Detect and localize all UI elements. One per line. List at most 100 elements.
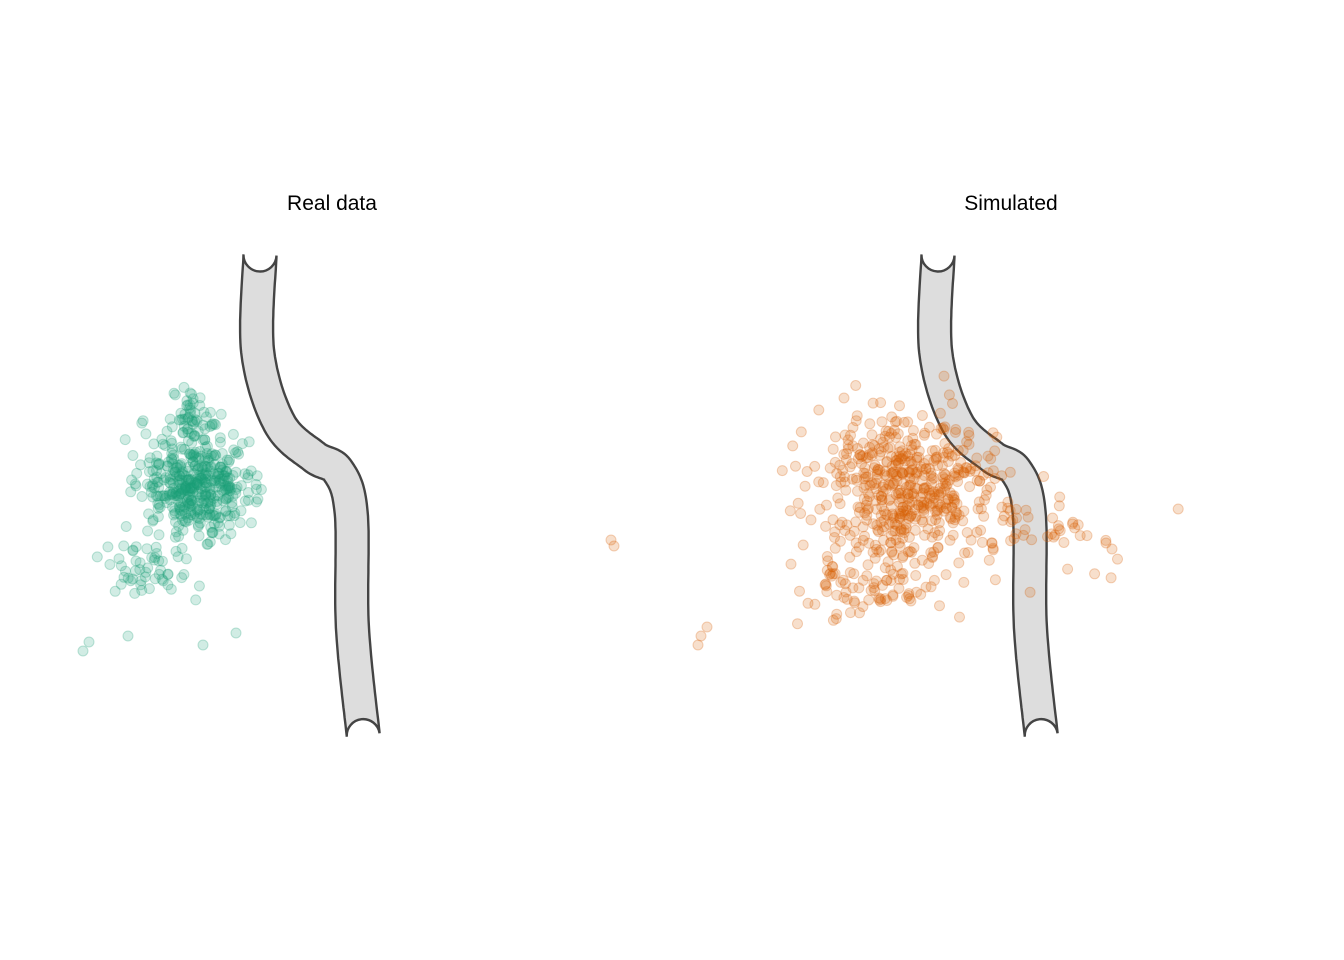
scatter-point <box>1105 572 1117 584</box>
scatter-point <box>181 423 193 435</box>
scatter-point <box>924 463 935 474</box>
scatter-point <box>795 426 807 438</box>
scatter-point <box>857 574 869 586</box>
scatter-point <box>174 459 186 471</box>
scatter-point <box>215 461 226 473</box>
scatter-point <box>125 486 137 498</box>
scatter-point <box>183 514 195 526</box>
scatter-point <box>225 528 237 540</box>
scatter-point <box>937 478 949 489</box>
scatter-point <box>214 473 226 485</box>
scatter-point <box>212 517 224 529</box>
scatter-point <box>179 443 190 455</box>
scatter-point <box>166 447 178 459</box>
scatter-point <box>904 511 916 522</box>
scatter-point <box>897 550 909 562</box>
scatter-point <box>148 482 160 494</box>
scatter-point <box>987 465 999 477</box>
scatter-point <box>906 496 918 508</box>
scatter-point <box>157 575 169 587</box>
scatter-point <box>957 444 969 456</box>
scatter-point <box>180 470 192 482</box>
scatter-point <box>916 475 928 486</box>
scatter-point <box>835 476 847 488</box>
scatter-point <box>184 484 196 496</box>
scatter-point <box>118 571 130 583</box>
scatter-point <box>200 498 212 509</box>
scatter-point <box>199 452 211 463</box>
scatter-point <box>891 470 903 482</box>
scatter-point <box>200 488 212 500</box>
scatter-point <box>196 461 208 473</box>
scatter-point <box>876 494 888 506</box>
scatter-point <box>1054 491 1066 503</box>
scatter-point <box>853 582 865 594</box>
scatter-point <box>924 500 936 512</box>
scatter-point <box>147 491 159 503</box>
scatter-point <box>885 564 897 576</box>
scatter-point <box>830 431 841 443</box>
scatter-point <box>213 528 225 540</box>
scatter-point <box>185 509 197 521</box>
scatter-point <box>209 459 221 471</box>
scatter-point <box>178 504 190 516</box>
scatter-point <box>169 466 181 478</box>
scatter-point <box>898 416 910 428</box>
scatter-point <box>893 457 905 469</box>
scatter-point <box>178 381 190 393</box>
scatter-point <box>168 464 179 476</box>
scatter-point <box>926 551 938 562</box>
scatter-point <box>969 465 981 477</box>
scatter-point <box>930 505 941 517</box>
scatter-point <box>176 572 188 584</box>
scatter-point <box>196 472 208 484</box>
scatter-point <box>902 450 914 462</box>
scatter-point <box>220 484 232 496</box>
scatter-point <box>875 593 887 605</box>
scatter-point <box>872 463 884 475</box>
scatter-point <box>859 507 871 519</box>
scatter-point <box>939 438 951 449</box>
scatter-point <box>197 474 208 486</box>
scatter-point <box>191 512 203 523</box>
scatter-point <box>1004 466 1016 478</box>
scatter-point <box>166 453 177 465</box>
scatter-point <box>151 450 163 462</box>
scatter-point <box>918 470 930 481</box>
scatter-point <box>863 537 875 549</box>
scatter-point <box>173 489 185 501</box>
scatter-point <box>809 598 821 610</box>
scatter-point <box>199 481 211 493</box>
scatter-point <box>948 493 959 504</box>
scatter-point <box>851 410 863 422</box>
scatter-point <box>152 511 164 523</box>
scatter-point <box>949 449 961 461</box>
scatter-point <box>863 594 875 606</box>
scatter-point <box>1058 537 1070 548</box>
scatter-point <box>166 488 178 500</box>
scatter-point <box>188 483 199 495</box>
scatter-point <box>894 484 906 496</box>
scatter-point <box>844 567 856 578</box>
scatter-point <box>895 453 907 465</box>
scatter-point <box>900 448 912 460</box>
scatter-point <box>185 476 197 487</box>
scatter-point <box>918 429 930 441</box>
scatter-point <box>210 474 221 486</box>
scatter-point <box>195 492 206 503</box>
scatter-point <box>885 537 897 549</box>
scatter-point <box>871 543 883 555</box>
scatter-point <box>243 494 254 506</box>
scatter-point <box>177 524 189 536</box>
scatter-point <box>227 490 239 502</box>
scatter-point <box>928 492 940 504</box>
scatter-point <box>222 510 234 522</box>
scatter-point <box>229 507 241 519</box>
scatter-point <box>184 399 196 411</box>
scatter-point <box>151 548 163 559</box>
scatter-point <box>190 451 201 463</box>
scatter-point <box>200 504 212 516</box>
scatter-point <box>183 411 194 423</box>
scatter-point <box>216 484 228 496</box>
scatter-point <box>182 399 194 411</box>
